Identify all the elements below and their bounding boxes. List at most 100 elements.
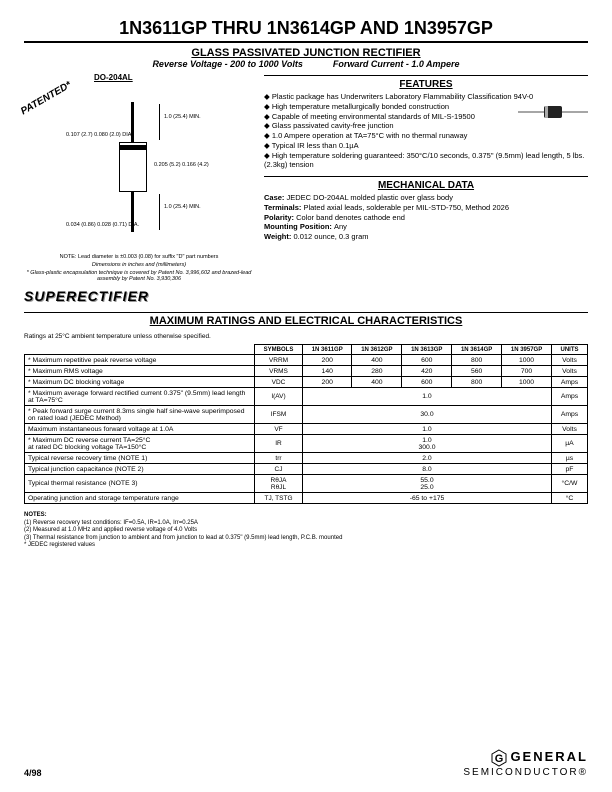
param-cell: Typical thermal resistance (NOTE 3) xyxy=(25,475,255,493)
company-logo: G GENERAL SEMICONDUCTOR® xyxy=(463,749,588,778)
col-symbols: SYMBOLS xyxy=(255,345,303,355)
symbol-cell: VF xyxy=(255,424,303,435)
table-row: Typical thermal resistance (NOTE 3)RθJA … xyxy=(25,475,588,493)
svg-text:G: G xyxy=(494,753,503,765)
unit-cell: Volts xyxy=(552,366,588,377)
unit-cell: pF xyxy=(552,464,588,475)
col-part-0: 1N 3611GP xyxy=(303,345,352,355)
table-row: Typical junction capacitance (NOTE 2)CJ8… xyxy=(25,464,588,475)
drawing-note-3: * Glass-plastic encapsulation technique … xyxy=(24,270,254,282)
feature-item: 1.0 Ampere operation at TA=75°C with no … xyxy=(264,131,588,141)
symbol-cell: VDC xyxy=(255,377,303,388)
mech-weight: 0.012 ounce, 0.3 gram xyxy=(293,232,368,241)
symbol-cell: I(AV) xyxy=(255,388,303,406)
symbol-cell: VRRM xyxy=(255,355,303,366)
symbol-cell: VRMS xyxy=(255,366,303,377)
value-cell: 200 xyxy=(303,355,352,366)
value-cell: 1000 xyxy=(502,355,552,366)
mechanical-heading: MECHANICAL DATA xyxy=(264,180,588,191)
dim-top-len: 1.0 (25.4) MIN. xyxy=(164,114,201,120)
symbol-cell: IR xyxy=(255,435,303,453)
dim-bot-len: 1.0 (25.4) MIN. xyxy=(164,204,201,210)
param-cell: * Maximum repetitive peak reverse voltag… xyxy=(25,355,255,366)
table-row: Typical reverse recovery time (NOTE 1)tr… xyxy=(25,453,588,464)
value-cell: 280 xyxy=(352,366,402,377)
value-cell: 1.0 300.0 xyxy=(303,435,552,453)
value-cell: -65 to +175 xyxy=(303,493,552,504)
unit-cell: Amps xyxy=(552,406,588,424)
ratings-table: SYMBOLS 1N 3611GP 1N 3612GP 1N 3613GP 1N… xyxy=(24,344,588,504)
mech-mounting: Any xyxy=(334,222,347,231)
symbol-cell: RθJA RθJL xyxy=(255,475,303,493)
package-label: DO-204AL xyxy=(94,73,254,82)
unit-cell: Volts xyxy=(552,424,588,435)
page-footer: 4/98 G GENERAL SEMICONDUCTOR® xyxy=(24,749,588,778)
dim-lead-dia: 0.107 (2.7) 0.080 (2.0) DIA. xyxy=(66,132,133,138)
param-cell: Typical junction capacitance (NOTE 2) xyxy=(25,464,255,475)
unit-cell: °C/W xyxy=(552,475,588,493)
forward-current: Forward Current - 1.0 Ampere xyxy=(333,59,460,69)
note-item: (1) Reverse recovery test conditions: IF… xyxy=(24,520,588,528)
page-number: 4/98 xyxy=(24,768,42,778)
rating-summary: Reverse Voltage - 200 to 1000 Volts Forwa… xyxy=(24,59,588,69)
value-cell: 1.0 xyxy=(303,388,552,406)
dim-body-dia: 0.034 (0.86) 0.028 (0.71) DIA. xyxy=(66,222,139,228)
symbol-cell: IFSM xyxy=(255,406,303,424)
note-item: (3) Thermal resistance from junction to … xyxy=(24,535,588,543)
reverse-voltage: Reverse Voltage - 200 to 1000 Volts xyxy=(152,59,302,69)
value-cell: 1.0 xyxy=(303,424,552,435)
value-cell: 200 xyxy=(303,377,352,388)
product-type: GLASS PASSIVATED JUNCTION RECTIFIER xyxy=(24,47,588,59)
symbol-cell: CJ xyxy=(255,464,303,475)
mech-polarity: Color band denotes cathode end xyxy=(296,213,405,222)
value-cell: 400 xyxy=(352,377,402,388)
drawing-note-2: Dimensions in inches and (millimeters) xyxy=(24,262,254,268)
note-item: * JEDEC registered values xyxy=(24,542,588,550)
table-row: * Maximum DC reverse current TA=25°C at … xyxy=(25,435,588,453)
value-cell: 30.0 xyxy=(303,406,552,424)
param-cell: Operating junction and storage temperatu… xyxy=(25,493,255,504)
table-row: Operating junction and storage temperatu… xyxy=(25,493,588,504)
table-row: * Maximum RMS voltageVRMS140280420560700… xyxy=(25,366,588,377)
table-row: * Maximum DC blocking voltageVDC20040060… xyxy=(25,377,588,388)
table-row: Maximum instantaneous forward voltage at… xyxy=(25,424,588,435)
value-cell: 8.0 xyxy=(303,464,552,475)
dim-body-len: 0.205 (5.2) 0.166 (4.2) xyxy=(154,162,209,168)
value-cell: 600 xyxy=(402,355,452,366)
value-cell: 2.0 xyxy=(303,453,552,464)
mech-case: JEDEC DO-204AL molded plastic over glass… xyxy=(287,193,453,202)
param-cell: * Maximum average forward rectified curr… xyxy=(25,388,255,406)
mech-terminals: Plated axial leads, solderable per MIL-S… xyxy=(303,203,509,212)
value-cell: 800 xyxy=(452,377,502,388)
param-cell: * Maximum RMS voltage xyxy=(25,366,255,377)
table-row: * Maximum repetitive peak reverse voltag… xyxy=(25,355,588,366)
value-cell: 420 xyxy=(402,366,452,377)
component-photo-icon xyxy=(518,101,588,123)
features-heading: FEATURES xyxy=(264,79,588,90)
unit-cell: µA xyxy=(552,435,588,453)
unit-cell: °C xyxy=(552,493,588,504)
value-cell: 1000 xyxy=(502,377,552,388)
symbol-cell: trr xyxy=(255,453,303,464)
value-cell: 700 xyxy=(502,366,552,377)
logo-text-top: GENERAL xyxy=(510,749,588,764)
col-part-2: 1N 3613GP xyxy=(402,345,452,355)
unit-cell: Amps xyxy=(552,388,588,406)
feature-item: High temperature soldering guaranteed: 3… xyxy=(264,151,588,171)
param-cell: * Maximum DC reverse current TA=25°C at … xyxy=(25,435,255,453)
logo-icon: G xyxy=(490,749,508,767)
notes-heading: NOTES: xyxy=(24,512,588,520)
notes-block: NOTES: (1) Reverse recovery test conditi… xyxy=(24,512,588,550)
features-mech-col: FEATURES Plastic package has Underwriter… xyxy=(264,73,588,304)
characteristics-title: MAXIMUM RATINGS AND ELECTRICAL CHARACTER… xyxy=(24,312,588,327)
value-cell: 800 xyxy=(452,355,502,366)
unit-cell: Volts xyxy=(552,355,588,366)
value-cell: 140 xyxy=(303,366,352,377)
value-cell: 560 xyxy=(452,366,502,377)
diode-outline-drawing: 1.0 (25.4) MIN. 0.107 (2.7) 0.080 (2.0) … xyxy=(24,82,254,252)
table-row: * Peak forward surge current 8.3ms singl… xyxy=(25,406,588,424)
value-cell: 400 xyxy=(352,355,402,366)
param-cell: * Maximum DC blocking voltage xyxy=(25,377,255,388)
feature-item: Typical IR less than 0.1µA xyxy=(264,141,588,151)
unit-cell: µs xyxy=(552,453,588,464)
